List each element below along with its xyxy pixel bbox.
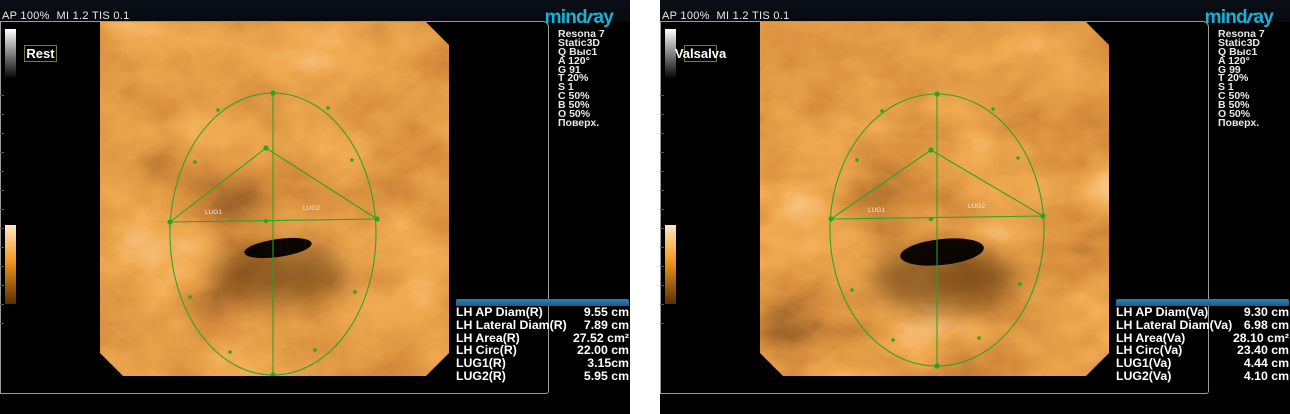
svg-text:LUG1: LUG1 — [205, 209, 222, 216]
svg-text:LUG2: LUG2 — [968, 203, 985, 210]
svg-text:LUG2: LUG2 — [303, 205, 320, 212]
svg-text:LUG1: LUG1 — [868, 207, 885, 214]
